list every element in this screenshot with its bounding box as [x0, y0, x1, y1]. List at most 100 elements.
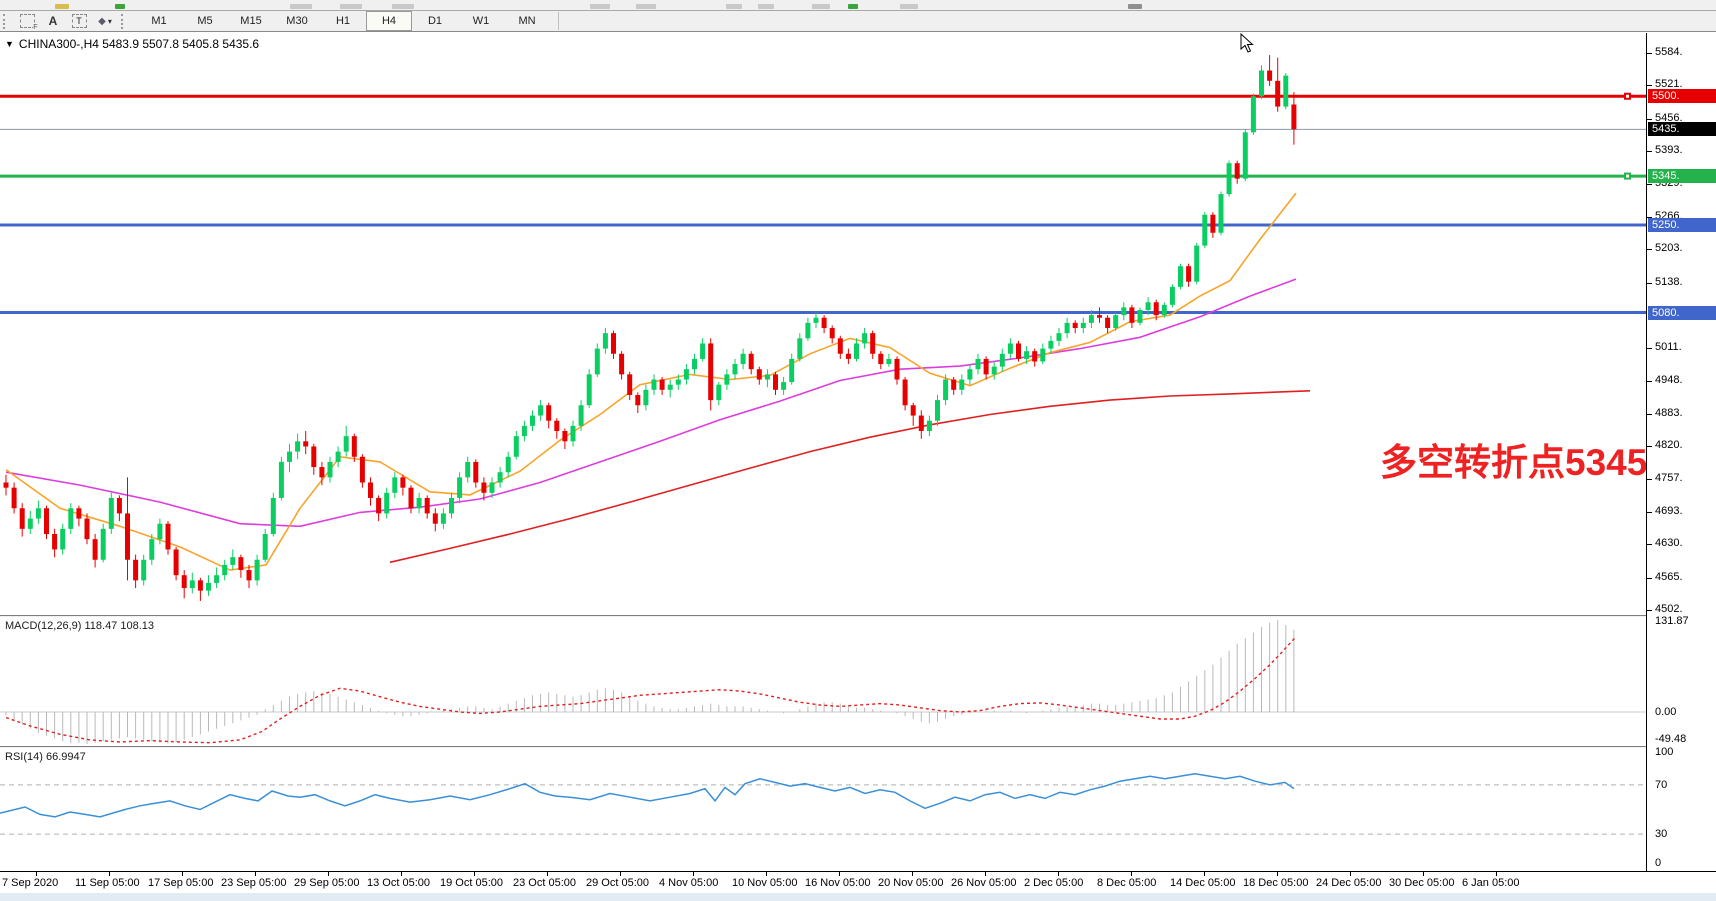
- price-tick: [1647, 118, 1652, 120]
- shapes-icon: ◆: [98, 15, 106, 27]
- toolbar-fragment: [115, 4, 125, 9]
- time-tick: [182, 872, 183, 876]
- time-axis-label: 29 Oct 05:00: [586, 877, 649, 889]
- time-axis-label: 19 Oct 05:00: [440, 877, 503, 889]
- time-tick: [1204, 872, 1205, 876]
- time-axis-label: 7 Sep 2020: [2, 877, 59, 889]
- time-axis[interactable]: 7 Sep 2020 11 Sep 05:00 17 Sep 05:00 23 Sep…: [0, 871, 1716, 894]
- timeframe-button-W1[interactable]: W1: [472, 15, 490, 27]
- time-tick: [36, 872, 37, 876]
- text-tool-icon: T: [71, 14, 87, 28]
- time-axis-label: 2 Dec 05:00: [1024, 877, 1084, 889]
- toolbar-fragment: [758, 4, 774, 9]
- time-tick: [620, 872, 621, 876]
- price-tick: [1647, 184, 1652, 186]
- toolbar-fragment: [726, 4, 742, 9]
- time-axis-label: 20 Nov 05:00: [878, 877, 944, 889]
- price-tick-label: 5584.: [1655, 46, 1683, 58]
- macd-tick-label: 0.00: [1655, 706, 1677, 718]
- toolbar-fragment: [1128, 4, 1142, 9]
- price-tick: [1647, 511, 1652, 513]
- timeframe-button-M15[interactable]: M15: [240, 15, 262, 27]
- rsi-panel[interactable]: RSI(14) 66.9947: [0, 748, 1646, 871]
- time-tick: [401, 872, 402, 876]
- time-axis-label: 26 Nov 05:00: [951, 877, 1017, 889]
- toolbar-fragment: [848, 4, 858, 9]
- price-chart-canvas[interactable]: [0, 33, 1646, 615]
- label-tool-icon: A: [48, 14, 58, 28]
- toolbar-fragment: [812, 4, 830, 9]
- macd-tick-label: -49.48: [1655, 733, 1687, 745]
- annotation-text: 多空转折点5345: [1380, 442, 1646, 483]
- macd-label: MACD(12,26,9) 118.47 108.13: [5, 620, 154, 632]
- time-tick: [474, 872, 475, 876]
- time-tick: [985, 872, 986, 876]
- symbol-ohlc-text: CHINA300-,H4 5483.9 5507.8 5405.8 5435.6: [18, 37, 260, 51]
- toolbar-fragment: [55, 4, 69, 9]
- time-axis-label: 16 Nov 05:00: [805, 877, 871, 889]
- timeframe-button-M5[interactable]: M5: [197, 15, 213, 27]
- price-panel[interactable]: ▼ CHINA300-,H4 5483.9 5507.8 5405.8 5435…: [0, 33, 1646, 615]
- toolbar-fragment: [290, 4, 312, 9]
- price-tick-label: 4757.: [1655, 471, 1683, 484]
- time-tick: [109, 872, 110, 876]
- chart-area: ▼ CHINA300-,H4 5483.9 5507.8 5405.8 5435…: [0, 33, 1716, 901]
- timeframe-button-M30[interactable]: M30: [286, 15, 308, 27]
- line-price-label: 5435.: [1648, 122, 1716, 137]
- time-axis-label: 11 Sep 05:00: [75, 877, 140, 889]
- price-tick-label: 5393.: [1655, 144, 1683, 157]
- price-tick-label: 4630.: [1655, 537, 1683, 550]
- chevron-down-icon[interactable]: ▾: [107, 16, 112, 26]
- line-price-label: 5080.: [1648, 305, 1716, 320]
- price-tick-label: 5138.: [1655, 275, 1683, 288]
- timeframe-button-D1[interactable]: D1: [427, 15, 443, 27]
- text-tool-button[interactable]: T: [68, 12, 90, 30]
- time-axis-label: 14 Dec 05:00: [1170, 877, 1236, 889]
- toolbar-grip[interactable]: [3, 13, 8, 29]
- time-tick: [547, 872, 548, 876]
- price-tick-label: 4502.: [1655, 603, 1683, 616]
- time-axis-label: 29 Sep 05:00: [294, 877, 360, 889]
- label-tool-button[interactable]: A: [42, 12, 64, 30]
- time-axis-label: 13 Oct 05:00: [367, 877, 430, 889]
- rsi-tick-label: 30: [1655, 828, 1668, 841]
- symbol-dropdown-icon[interactable]: ▼: [5, 39, 14, 49]
- shapes-tool-button[interactable]: ◆ ▾: [94, 12, 116, 30]
- macd-panel[interactable]: MACD(12,26,9) 118.47 108.13: [0, 617, 1646, 746]
- toolbar-fragment: [392, 4, 414, 9]
- grid-tool-button[interactable]: F: [16, 12, 38, 31]
- price-tick: [1647, 478, 1652, 480]
- price-tick: [1647, 216, 1652, 218]
- time-tick: [1350, 872, 1351, 876]
- line-price-label: 5500.: [1648, 89, 1716, 104]
- rsi-tick-label: 100: [1655, 746, 1674, 758]
- time-tick: [1131, 872, 1132, 876]
- line-price-label: 5250.: [1648, 218, 1716, 232]
- price-tick-label: 5456.: [1655, 111, 1683, 124]
- macd-canvas[interactable]: [0, 617, 1646, 746]
- price-tick: [1647, 151, 1652, 153]
- price-axis[interactable]: 5584. 5521. 5456. 5393. 5329. 5266. 5203. 5138.…: [1646, 33, 1716, 871]
- price-tick: [1647, 414, 1652, 415]
- toolbar-fragment: [340, 4, 362, 9]
- toolbar-grip[interactable]: [121, 13, 126, 29]
- time-tick: [766, 872, 767, 876]
- price-tick: [1647, 282, 1652, 284]
- price-tick: [1647, 610, 1652, 612]
- panel-separator[interactable]: [0, 746, 1716, 748]
- timeframe-button-H1[interactable]: H1: [335, 15, 351, 27]
- time-axis-label: 6 Jan 05:00: [1462, 877, 1520, 889]
- price-tick-label: 4693.: [1655, 504, 1683, 517]
- time-axis-label: 18 Dec 05:00: [1243, 877, 1309, 889]
- timeframe-button-MN[interactable]: MN: [518, 15, 536, 27]
- toolbar-fragment: [636, 4, 656, 9]
- time-tick: [1496, 872, 1497, 876]
- rsi-canvas[interactable]: [0, 748, 1646, 871]
- timeframe-button-M1[interactable]: M1: [151, 15, 167, 27]
- price-tick: [1647, 53, 1652, 54]
- toolbar-fragment: [590, 4, 610, 9]
- panel-separator[interactable]: [0, 615, 1716, 617]
- price-tick-label: 4883.: [1655, 407, 1683, 419]
- timeframe-button-H4[interactable]: H4: [366, 11, 412, 31]
